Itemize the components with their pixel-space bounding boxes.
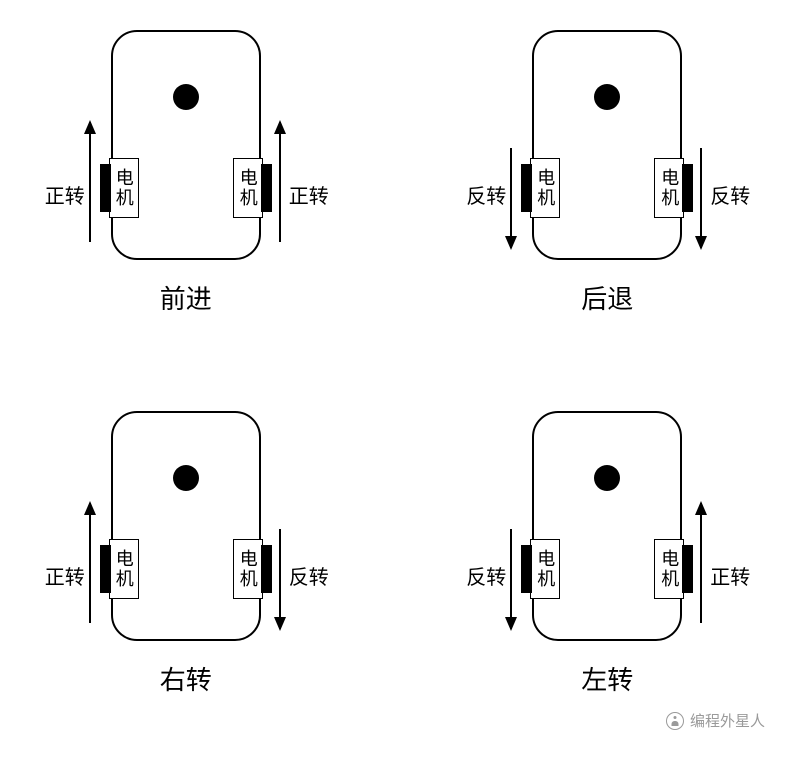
cell-title: 前进 <box>160 279 212 316</box>
arrow-left-icon <box>510 148 512 248</box>
wechat-icon <box>666 712 684 730</box>
wheel-right-icon <box>261 164 272 212</box>
rot-label-right: 正转 <box>289 180 329 209</box>
wheel-left-icon <box>521 545 532 593</box>
cell-backward: 电机 电机 反转 反转 后退 <box>442 30 774 331</box>
motor-left: 电机 <box>530 158 560 218</box>
robot-turn-left: 电机 电机 反转 正转 <box>462 411 752 656</box>
arrow-left-icon <box>510 529 512 629</box>
motor-right-label: 电机 <box>660 168 678 208</box>
robot-body <box>111 411 261 641</box>
cell-title: 后退 <box>581 279 633 316</box>
motor-right-label: 电机 <box>239 549 257 589</box>
rot-label-left: 反转 <box>466 561 506 590</box>
diagram-grid: 电机 电机 正转 正转 前进 电机 电机 <box>0 0 793 761</box>
rot-label-right: 反转 <box>289 561 329 590</box>
arrow-left-icon <box>89 503 91 623</box>
wheel-left-icon <box>100 545 111 593</box>
head-dot-icon <box>173 84 199 110</box>
motor-left: 电机 <box>530 539 560 599</box>
head-dot-icon <box>173 465 199 491</box>
motor-right-label: 电机 <box>660 549 678 589</box>
motor-left-label: 电机 <box>115 549 133 589</box>
motor-left-label: 电机 <box>536 549 554 589</box>
arrow-right-icon <box>700 148 702 248</box>
robot-turn-right: 电机 电机 正转 反转 <box>41 411 331 656</box>
wheel-left-icon <box>521 164 532 212</box>
wheel-left-icon <box>100 164 111 212</box>
motor-right: 电机 <box>233 158 263 218</box>
cell-turn-right: 电机 电机 正转 反转 右转 <box>20 411 352 712</box>
wheel-right-icon <box>682 164 693 212</box>
cell-title: 右转 <box>160 660 212 697</box>
arrow-right-icon <box>279 529 281 629</box>
motor-right-label: 电机 <box>239 168 257 208</box>
watermark: 编程外星人 <box>666 710 765 731</box>
wheel-right-icon <box>682 545 693 593</box>
arrow-right-icon <box>700 503 702 623</box>
head-dot-icon <box>594 84 620 110</box>
watermark-text: 编程外星人 <box>690 710 765 731</box>
rot-label-left: 正转 <box>45 180 85 209</box>
robot-backward: 电机 电机 反转 反转 <box>462 30 752 275</box>
cell-forward: 电机 电机 正转 正转 前进 <box>20 30 352 331</box>
motor-left: 电机 <box>109 158 139 218</box>
robot-body <box>111 30 261 260</box>
rot-label-right: 正转 <box>710 561 750 590</box>
wheel-right-icon <box>261 545 272 593</box>
robot-body <box>532 411 682 641</box>
robot-forward: 电机 电机 正转 正转 <box>41 30 331 275</box>
cell-title: 左转 <box>581 660 633 697</box>
head-dot-icon <box>594 465 620 491</box>
motor-right: 电机 <box>233 539 263 599</box>
arrow-right-icon <box>279 122 281 242</box>
cell-turn-left: 电机 电机 反转 正转 左转 <box>442 411 774 712</box>
motor-right: 电机 <box>654 158 684 218</box>
rot-label-left: 反转 <box>466 180 506 209</box>
robot-body <box>532 30 682 260</box>
motor-right: 电机 <box>654 539 684 599</box>
arrow-left-icon <box>89 122 91 242</box>
rot-label-right: 反转 <box>710 180 750 209</box>
motor-left-label: 电机 <box>115 168 133 208</box>
rot-label-left: 正转 <box>45 561 85 590</box>
motor-left-label: 电机 <box>536 168 554 208</box>
motor-left: 电机 <box>109 539 139 599</box>
